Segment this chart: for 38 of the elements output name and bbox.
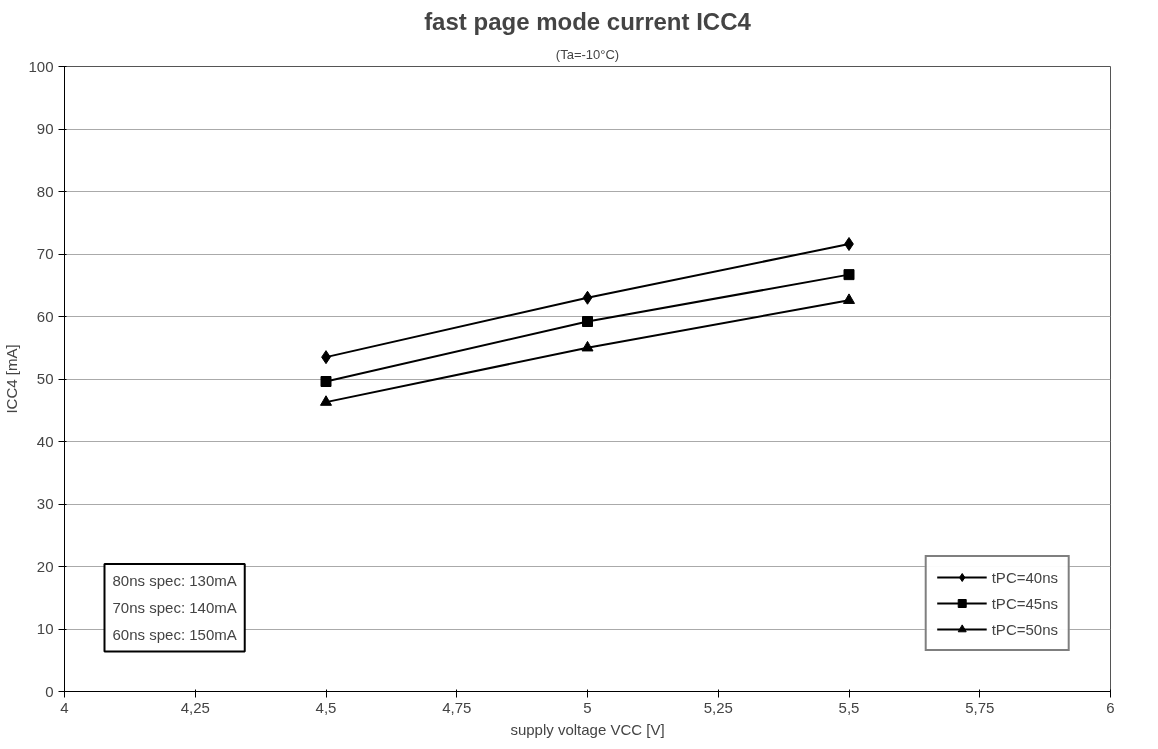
y-tick-label: 20: [36, 557, 54, 575]
y-tick-label: 40: [36, 432, 54, 450]
x-tick-label: 5,75: [965, 698, 995, 716]
point: [843, 293, 855, 304]
x-tick-label: 4,25: [180, 698, 210, 716]
y-tick-label: 0: [45, 682, 54, 700]
y-tick-label: 30: [36, 495, 54, 512]
point: [320, 395, 332, 406]
y-axis-title: ICC4 [mA]: [3, 344, 21, 414]
x-axis-title: supply voltage VCC [V]: [510, 720, 665, 738]
legend-label: tPC=45ns: [991, 594, 1058, 612]
y-tick-label: 10: [36, 620, 54, 637]
y-tick-label: 70: [36, 245, 54, 262]
x-tick-label: 4,5: [315, 698, 337, 716]
annotation: 60ns spec: 150mA: [112, 626, 237, 644]
y-tick-label: 90: [36, 120, 54, 137]
y-tick-label: 60: [36, 307, 54, 325]
x-tick-label: 5,5: [838, 698, 860, 716]
legend-label: tPC=50ns: [991, 620, 1058, 638]
chart-title: fast page mode current ICC4: [424, 7, 752, 35]
y-tick-label: 100: [28, 57, 54, 75]
y-tick-label: 80: [36, 182, 54, 200]
point: [581, 340, 594, 352]
x-tick-label: 5: [583, 698, 592, 716]
point: [582, 290, 593, 305]
chart-subtitle: (Ta=-10°C): [555, 46, 620, 62]
point: [843, 269, 855, 281]
x-tick-label: 6: [1106, 698, 1115, 716]
y-tick-label: 50: [36, 370, 54, 387]
x-tick-label: 4,75: [442, 698, 472, 716]
annotation: 70ns spec: 140mA: [112, 599, 237, 617]
annotation: 80ns spec: 130mA: [112, 572, 237, 590]
legend-label: tPC=40ns: [991, 568, 1058, 586]
x-tick-label: 4: [60, 698, 69, 716]
point: [320, 376, 332, 387]
x-tick-label: 5,25: [703, 698, 733, 716]
point: [844, 237, 854, 251]
point: [582, 316, 593, 327]
